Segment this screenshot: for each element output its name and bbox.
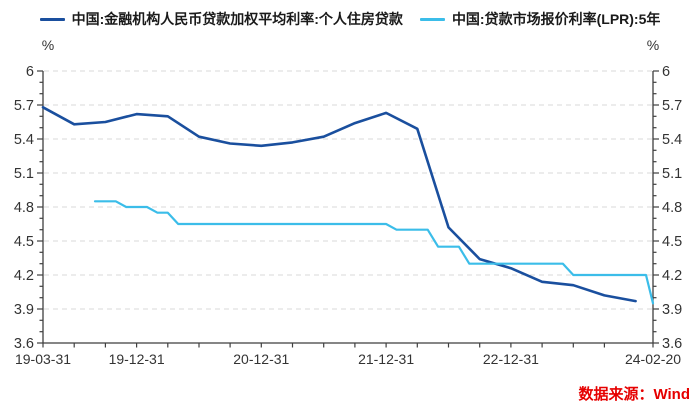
y-tick-label-right: 4.5	[662, 234, 682, 250]
y-tick-label-right: 5.4	[662, 132, 682, 148]
x-tick-label: 19-03-31	[15, 351, 71, 367]
y-tick-label-left: 6	[26, 64, 34, 80]
y-tick-label-left: 4.8	[14, 200, 34, 216]
x-tick-label: 21-12-31	[358, 351, 414, 367]
x-tick-label: 22-12-31	[483, 351, 539, 367]
y-tick-label-right: 6	[662, 64, 670, 80]
y-tick-label-right: 5.1	[662, 166, 682, 182]
data-source-label: 数据来源：Wind	[578, 386, 690, 403]
y-tick-label-right: 4.8	[662, 200, 682, 216]
series1-line-swatch	[39, 17, 65, 21]
x-tick-label: 20-12-31	[233, 351, 289, 367]
y-tick-label-right: 5.7	[662, 98, 682, 114]
legend-item-housing-loan-rate: 中国:金融机构人民币贷款加权平均利率:个人住房贷款	[39, 9, 403, 29]
x-tick-label: 19-12-31	[109, 351, 165, 367]
y-tick-label-right: 3.9	[662, 302, 682, 318]
y-tick-label-left: 4.2	[14, 268, 34, 284]
y-tick-label-left: 5.1	[14, 166, 34, 182]
y-tick-label-left: 5.7	[14, 98, 34, 114]
y-tick-label-left: 3.6	[14, 336, 34, 352]
y-tick-label-left: 3.9	[14, 302, 34, 318]
series2-line-swatch	[419, 17, 445, 21]
x-tick-label: 24-02-20	[625, 351, 681, 367]
y-tick-label-left: 4.5	[14, 234, 34, 250]
y-tick-label-left: 5.4	[14, 132, 34, 148]
y-tick-label-right: 4.2	[662, 268, 682, 284]
legend-label-series2: 中国:贷款市场报价利率(LPR):5年	[451, 11, 661, 27]
series-line-1	[41, 106, 637, 303]
legend-item-lpr-5y: 中国:贷款市场报价利率(LPR):5年	[419, 9, 661, 29]
legend-label-series1: 中国:金融机构人民币贷款加权平均利率:个人住房贷款	[71, 11, 403, 27]
y-axis-unit-left: %	[41, 37, 55, 53]
y-tick-label-right: 3.6	[662, 336, 682, 352]
series-line-2	[93, 200, 655, 305]
legend: 中国:金融机构人民币贷款加权平均利率:个人住房贷款 中国:贷款市场报价利率(LP…	[0, 8, 700, 30]
y-axis-unit-right: %	[646, 37, 660, 53]
